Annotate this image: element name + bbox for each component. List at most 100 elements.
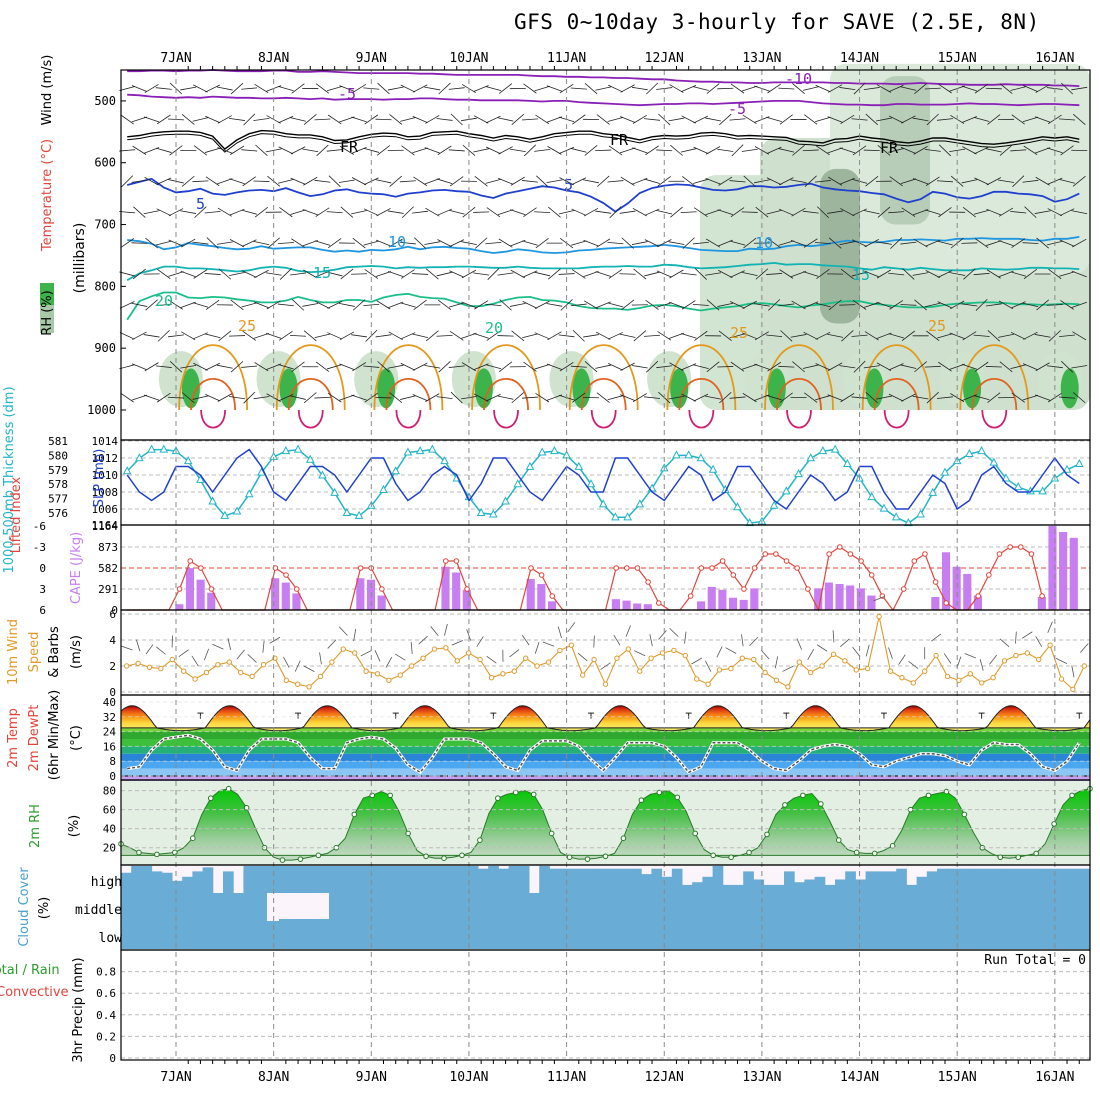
wind-barb <box>401 269 415 279</box>
wind-barb <box>194 206 207 218</box>
wind-marker <box>933 652 939 659</box>
wind-marker <box>374 671 381 677</box>
wind-marker <box>192 676 198 682</box>
wind-marker <box>283 677 289 683</box>
surface-wind-barb <box>1055 658 1068 664</box>
wind-barb <box>204 147 221 153</box>
thickness-marker <box>513 479 523 488</box>
wind-barb <box>1011 392 1025 403</box>
surface-wind-barb <box>577 652 588 662</box>
rh-blob <box>880 76 930 225</box>
wind-barb <box>986 177 1002 186</box>
surface-wind-barb <box>394 653 406 661</box>
wind-barb <box>523 83 537 94</box>
ytick-rh: 20 <box>103 842 116 855</box>
cloud-high-bar <box>651 868 663 893</box>
rh-marker <box>207 795 214 802</box>
wind-marker <box>477 656 483 663</box>
li-line <box>126 546 1043 612</box>
wind-barb <box>802 210 819 214</box>
thickness-marker <box>830 444 840 453</box>
wind-barb <box>143 394 160 401</box>
wind-barb <box>1046 365 1063 369</box>
wind-barb <box>133 206 146 218</box>
wind-barb <box>815 116 831 123</box>
temp-band <box>121 739 1090 747</box>
wind-barb <box>436 118 453 121</box>
rh-color-key <box>40 305 54 333</box>
wind-barb <box>511 392 525 404</box>
wind-barb <box>143 116 160 123</box>
wind-barb <box>924 302 941 308</box>
wind-barb <box>985 366 1002 368</box>
wind-barb <box>473 115 489 124</box>
wind-barb <box>597 175 610 187</box>
run-total: Run Total = 0 <box>984 953 1086 968</box>
rh-marker <box>1069 792 1075 799</box>
rh-marker <box>620 835 627 842</box>
wind-barb <box>914 299 927 311</box>
cloud-high-bar <box>376 866 387 893</box>
wind-barb <box>155 303 172 306</box>
wind-marker <box>1047 642 1053 648</box>
li-marker <box>1017 544 1024 550</box>
wind-barb <box>338 302 355 307</box>
li-marker <box>996 551 1003 557</box>
wind-barb <box>670 206 683 218</box>
wind-marker <box>625 646 631 652</box>
li-marker <box>283 572 289 578</box>
cloud-high-bar <box>243 866 255 893</box>
surface-wind-barb <box>509 649 520 658</box>
wind-barb <box>595 331 611 340</box>
wind-barb <box>718 176 733 186</box>
temp-area <box>120 705 1091 732</box>
wind-barb <box>193 269 208 279</box>
wind-barb <box>621 237 634 249</box>
wind-barb <box>792 361 805 373</box>
cape-bar <box>707 586 716 610</box>
contour-25 <box>861 344 932 411</box>
wind-barb <box>938 361 952 372</box>
xtick-top: 12JAN <box>645 51 684 66</box>
wind-barb <box>694 207 708 217</box>
surface-wind-barb <box>327 639 337 649</box>
wind-barb <box>534 300 550 309</box>
cloud-high-bar <box>702 876 714 893</box>
wind-barb <box>741 271 758 277</box>
contour-label: 5 <box>196 195 205 213</box>
cloud-high-bar <box>467 866 479 893</box>
wind-marker <box>466 650 472 656</box>
cloud-high-bar <box>671 868 683 893</box>
cloud-high-bar <box>345 866 357 893</box>
cloud-high-bar <box>753 879 765 893</box>
surface-wind-barb <box>521 635 530 646</box>
surface-wind-barb <box>486 655 497 664</box>
wind-barb <box>779 114 793 125</box>
wind-barb <box>412 115 428 123</box>
wind-barb <box>1060 300 1074 310</box>
thickness-marker <box>879 503 889 512</box>
surface-wind-barb <box>669 627 679 637</box>
wind-barb <box>168 271 184 277</box>
wind-barb <box>571 240 587 246</box>
contour-30 <box>190 377 237 411</box>
ytick-cape: 0 <box>111 604 118 617</box>
wind-barb <box>351 177 367 186</box>
wind-barb <box>315 361 330 372</box>
ytick-wind: 4 <box>109 634 116 647</box>
wind-barb <box>729 396 746 399</box>
wind-barb <box>631 241 648 246</box>
li-marker <box>357 565 364 571</box>
wind-barb <box>120 114 134 125</box>
wind-barb <box>682 237 695 249</box>
wind-barb <box>450 113 463 126</box>
wind-barb <box>1059 271 1075 277</box>
wind-barb <box>499 361 513 372</box>
surface-wind-barb <box>964 653 977 659</box>
rh-marker <box>297 856 304 862</box>
rh-blob <box>1060 368 1079 409</box>
wind-barb <box>998 240 1014 247</box>
rh-marker <box>692 830 699 837</box>
wind-barb <box>729 333 746 339</box>
wind-marker <box>853 667 859 673</box>
